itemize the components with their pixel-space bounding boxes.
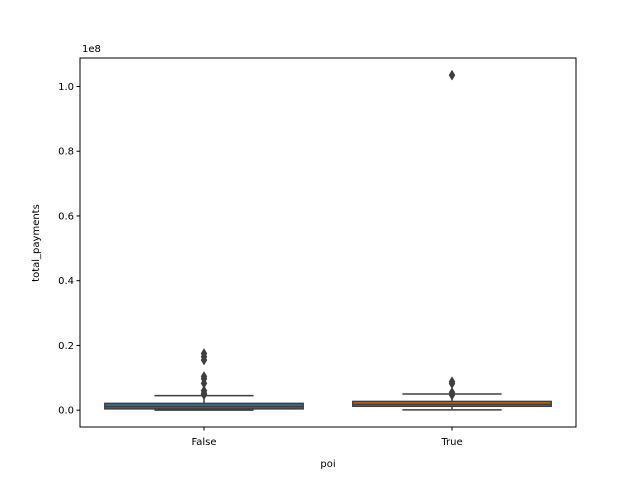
x-tick-label: False — [191, 437, 216, 448]
y-tick-label: 0.0 — [58, 406, 74, 417]
x-axis-label: poi — [320, 459, 335, 470]
outlier-point — [200, 389, 208, 401]
outlier-point — [200, 354, 208, 366]
y-tick-label: 0.4 — [58, 276, 74, 287]
y-axis-label: total_payments — [31, 204, 42, 282]
outlier-point — [448, 69, 456, 81]
y-tick-label: 0.6 — [58, 211, 74, 222]
y-offset-label: 1e8 — [82, 44, 101, 55]
x-tick-label: True — [440, 437, 462, 448]
y-tick-label: 0.8 — [58, 147, 74, 158]
y-tick-label: 0.2 — [58, 341, 74, 352]
outlier-point — [448, 389, 456, 401]
plot-frame — [79, 57, 577, 428]
y-tick-label: 1.0 — [58, 82, 74, 93]
y-axis: 0.0 0.2 0.4 0.6 0.8 1.0 — [58, 82, 80, 417]
x-axis: False True — [191, 427, 463, 448]
boxes-layer — [104, 69, 552, 411]
